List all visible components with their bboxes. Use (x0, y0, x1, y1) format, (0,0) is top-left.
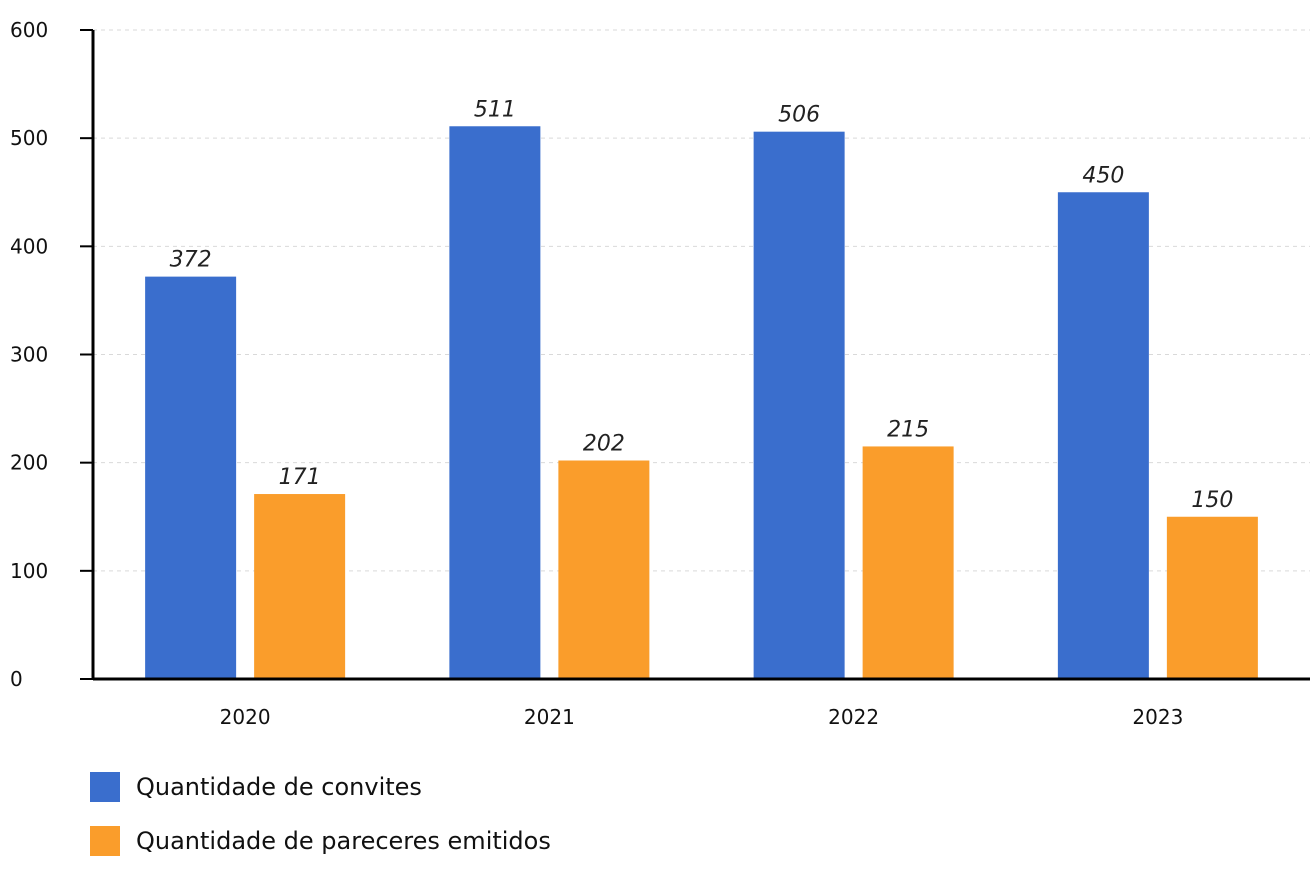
bar-pareceres-2023 (1166, 516, 1258, 679)
data-label: 372 (170, 248, 212, 273)
bar-convites-2022 (753, 131, 845, 680)
legend-item-pareceres: Quantidade de pareceres emitidos (90, 824, 551, 858)
bar-pareceres-2021 (558, 460, 650, 679)
y-tick-label: 300 (10, 343, 48, 367)
data-label: 506 (778, 103, 820, 128)
y-tick-label: 600 (10, 18, 48, 42)
y-tick-label: 0 (10, 667, 23, 691)
data-label: 202 (583, 432, 625, 457)
y-tick-label: 100 (10, 559, 48, 583)
data-label: 171 (279, 465, 321, 490)
bar-pareceres-2022 (862, 446, 954, 679)
legend-item-convites: Quantidade de convites (90, 770, 551, 804)
legend-label-pareceres: Quantidade de pareceres emitidos (136, 827, 551, 855)
legend-swatch-convites (90, 772, 120, 802)
x-tick-label: 2023 (1132, 705, 1183, 729)
data-label: 215 (887, 417, 929, 442)
data-labels: 372 171 511 202 506 215 450 150 (170, 97, 1234, 512)
bars (145, 126, 1258, 680)
y-tick-label: 400 (10, 234, 48, 258)
legend-swatch-pareceres (90, 826, 120, 856)
x-tick-label: 2021 (524, 705, 575, 729)
y-tick-label: 500 (10, 126, 48, 150)
data-label: 511 (474, 97, 516, 122)
y-tick-label: 200 (10, 451, 48, 475)
x-tick-label: 2020 (220, 705, 271, 729)
bar-pareceres-2020 (254, 494, 346, 679)
bar-convites-2021 (449, 126, 541, 680)
data-label: 450 (1082, 163, 1124, 188)
y-axis-ticks: 0 100 200 300 400 500 600 (10, 18, 93, 691)
gridlines (93, 29, 1310, 572)
x-axis-ticks: 2020 2021 2022 2023 (220, 705, 1184, 729)
legend-label-convites: Quantidade de convites (136, 773, 422, 801)
x-tick-label: 2022 (828, 705, 879, 729)
legend: Quantidade de convites Quantidade de par… (90, 770, 551, 878)
bar-convites-2023 (1057, 192, 1149, 679)
data-label: 150 (1191, 488, 1233, 513)
bar-convites-2020 (145, 276, 237, 679)
